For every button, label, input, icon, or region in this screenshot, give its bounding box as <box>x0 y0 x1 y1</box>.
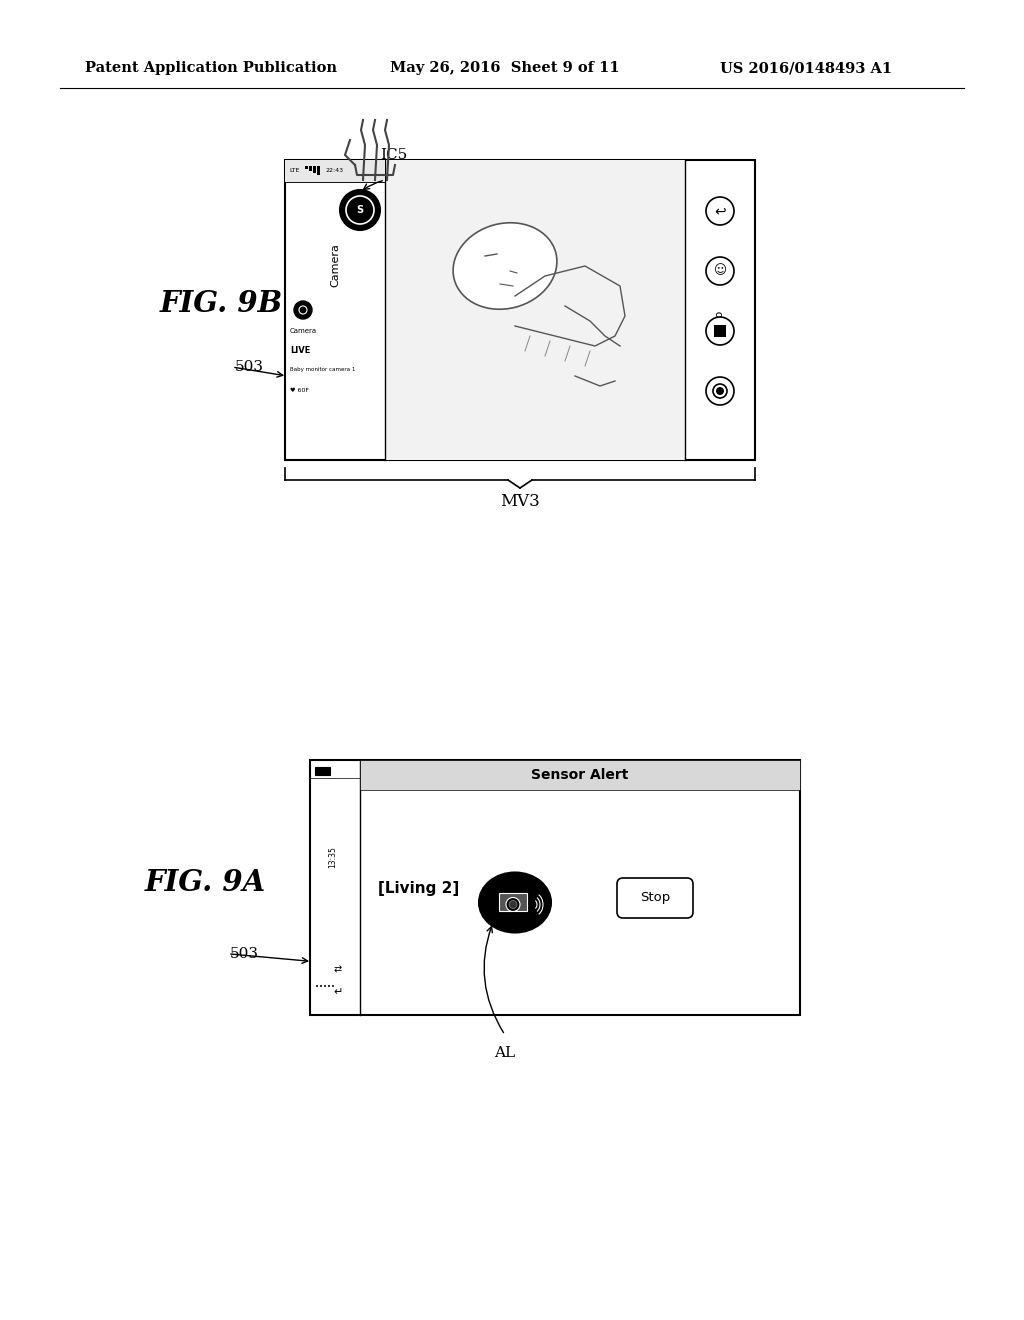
Text: Video: Video <box>715 309 725 341</box>
Bar <box>714 325 726 337</box>
Text: ↩: ↩ <box>714 205 726 218</box>
Circle shape <box>294 301 312 319</box>
Bar <box>313 166 316 173</box>
Circle shape <box>340 190 380 230</box>
Circle shape <box>299 306 307 314</box>
Bar <box>305 166 308 169</box>
Circle shape <box>713 384 727 399</box>
Text: IC5: IC5 <box>380 148 408 162</box>
Text: 503: 503 <box>230 946 259 961</box>
Text: May 26, 2016  Sheet 9 of 11: May 26, 2016 Sheet 9 of 11 <box>390 61 620 75</box>
Text: 503: 503 <box>234 360 264 374</box>
Ellipse shape <box>479 873 551 932</box>
Text: ↵: ↵ <box>334 987 343 997</box>
Bar <box>499 892 527 911</box>
Text: ⇄: ⇄ <box>334 964 342 974</box>
Circle shape <box>706 317 734 345</box>
Text: US 2016/0148493 A1: US 2016/0148493 A1 <box>720 61 892 75</box>
Circle shape <box>706 257 734 285</box>
Text: ♥ 60F: ♥ 60F <box>290 388 309 393</box>
Bar <box>310 760 800 1015</box>
Text: Camera: Camera <box>290 327 317 334</box>
Circle shape <box>706 197 734 224</box>
Text: Baby monitor camera 1: Baby monitor camera 1 <box>290 367 355 372</box>
Text: Stop: Stop <box>640 891 670 904</box>
Text: LIVE: LIVE <box>290 346 310 355</box>
Text: FIG. 9B: FIG. 9B <box>160 289 284 318</box>
Text: •••••: ••••• <box>315 983 335 990</box>
Bar <box>309 166 312 172</box>
Ellipse shape <box>453 223 557 309</box>
Circle shape <box>506 898 520 912</box>
Bar <box>285 160 755 459</box>
Circle shape <box>716 387 724 395</box>
Bar <box>315 767 330 775</box>
Text: AL: AL <box>495 1045 515 1060</box>
Text: 13:35: 13:35 <box>329 846 338 867</box>
Text: ☺: ☺ <box>714 264 726 277</box>
Text: S: S <box>356 205 364 215</box>
Text: LTE: LTE <box>289 169 299 173</box>
Text: [Living 2]: [Living 2] <box>378 882 459 896</box>
Text: FIG. 9A: FIG. 9A <box>145 869 266 896</box>
Bar <box>285 160 385 182</box>
Circle shape <box>706 378 734 405</box>
Text: Patent Application Publication: Patent Application Publication <box>85 61 337 75</box>
Text: Sensor Alert: Sensor Alert <box>531 768 629 781</box>
Bar <box>360 760 800 789</box>
Circle shape <box>346 195 374 224</box>
Text: MV3: MV3 <box>500 494 540 511</box>
FancyBboxPatch shape <box>617 878 693 917</box>
Circle shape <box>509 900 517 908</box>
Bar <box>317 166 319 176</box>
Bar <box>385 160 685 459</box>
Text: Camera: Camera <box>330 243 340 286</box>
Text: 22:43: 22:43 <box>325 169 343 173</box>
